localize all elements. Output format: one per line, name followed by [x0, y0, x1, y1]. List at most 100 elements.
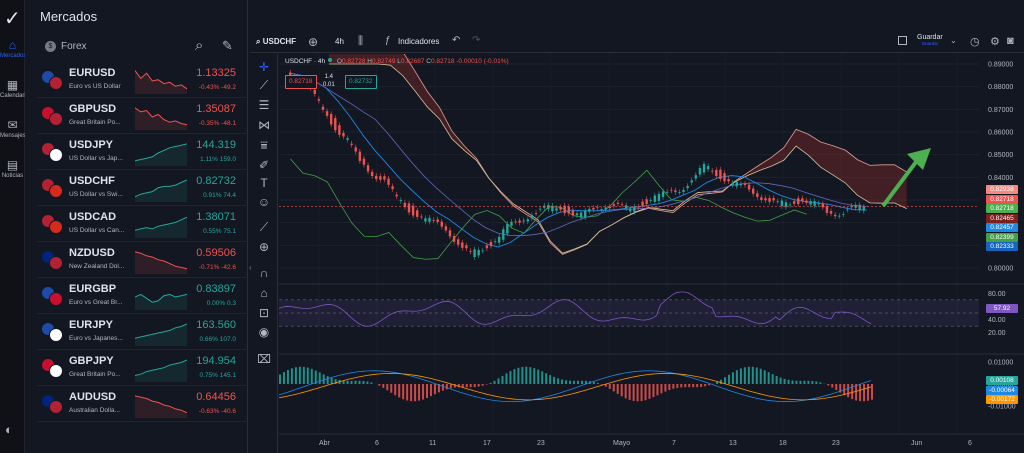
edit-icon[interactable]: ✎ [222, 38, 233, 53]
macd-histogram-bar [541, 371, 544, 384]
price-tag: 0.82399 [986, 232, 1018, 242]
brush-icon[interactable]: ✐ [258, 158, 270, 172]
candle-body [678, 192, 681, 193]
fib-retracement-icon[interactable]: ⩸ [260, 138, 268, 152]
spread-value: 1.4 0.01 [323, 74, 335, 88]
macd-histogram-bar [700, 384, 703, 387]
crosshair-icon[interactable]: ✛ [258, 60, 270, 74]
alert-clock-icon[interactable]: ◷ [970, 36, 980, 48]
emoji-icon[interactable]: ☺ [257, 195, 271, 209]
nav-item-mercados[interactable]: ⌂ Mercados [0, 38, 27, 59]
candle-body [420, 216, 423, 218]
price-tick-label: 0.85000 [988, 152, 1013, 159]
watchlist-row-usdchf[interactable]: USDCHF US Dollar vs Swi... 0.82732 0.91% 74… [37, 170, 248, 206]
macd-histogram-bar [489, 382, 492, 384]
watchlist-row-audusd[interactable]: AUDUSD Australian Dolla... 0.64456 -0.63% -… [37, 386, 248, 422]
pitchfork-icon[interactable]: ⋈ [258, 118, 270, 132]
undo-icon[interactable]: ↶ [452, 35, 461, 46]
macd-histogram-bar [751, 366, 754, 384]
rsi-tick-label: 20.00 [988, 330, 1006, 337]
candle-body [731, 182, 734, 185]
macd-signal-line [279, 373, 872, 401]
watchlist-row-eurjpy[interactable]: EURJPY Euro vs Japanes... 163.560 0.66% 107… [37, 314, 248, 350]
brand-logo-icon: ✓ [4, 8, 21, 30]
symbol-change: 1.11% 159.0 [199, 156, 236, 163]
candle-body [649, 200, 652, 201]
macd-histogram-bar [692, 384, 695, 388]
sparkline-area [135, 251, 187, 274]
symbol-description: Euro vs Great Br... [69, 299, 123, 306]
candle-body [444, 226, 448, 231]
candle-body [387, 178, 390, 185]
settings-gear-icon[interactable]: ⚙ [990, 36, 1000, 48]
redo-icon[interactable]: ↷ [472, 35, 481, 46]
buy-button[interactable]: 0.82732 [345, 75, 377, 89]
layout-icon[interactable] [898, 36, 907, 45]
search-icon[interactable]: ⌕ [195, 37, 204, 54]
camera-icon[interactable]: ◙ [1007, 35, 1014, 47]
trash-icon[interactable]: ⌧ [257, 352, 271, 366]
theme-toggle-icon[interactable]: ◐ [5, 422, 13, 437]
watchlist-row-eurgbp[interactable]: EURGBP Euro vs Great Br... 0.83897 0.00% 0.… [37, 278, 248, 314]
nav-item-mensajes[interactable]: ✉ Mensajes [0, 118, 26, 139]
chart-canvas[interactable]: 0.89000 0.88000 0.87000 0.86000 0.85000 0.840… [279, 54, 1024, 453]
price-tick-label: 0.89000 [988, 62, 1013, 69]
save-button[interactable]: Guardar Guardar [917, 34, 943, 46]
sell-button[interactable]: 0.82718 [285, 75, 317, 89]
macd-histogram-bar [664, 384, 667, 392]
candle-body [641, 201, 644, 206]
text-tool-icon[interactable]: T [260, 176, 268, 190]
chart-area[interactable]: 0.89000 0.88000 0.87000 0.86000 0.85000 0.840… [279, 54, 1024, 453]
news-icon: ▤ [6, 158, 19, 172]
candle-body [379, 176, 382, 180]
macd-histogram-bar [477, 384, 480, 387]
watchlist-row-usdcad[interactable]: USDCAD US Dollar vs Can... 1.38071 0.55% 75… [37, 206, 248, 242]
macd-histogram-bar [871, 384, 873, 400]
candle-body [432, 220, 435, 221]
currency-flags-icon [41, 214, 63, 234]
watchlist-row-gbpjpy[interactable]: GBPJPY Great Britain Po... 194.954 0.75% 14… [37, 350, 248, 386]
candle-body [502, 229, 505, 240]
macd-histogram-bar [584, 380, 587, 384]
trendline-icon[interactable]: ⟋ [259, 78, 269, 92]
candle-body [686, 185, 689, 189]
macd-histogram-bar [398, 384, 401, 398]
time-tick-label: 6 [968, 440, 972, 447]
sparkline-area [135, 395, 187, 418]
timeframe-button[interactable]: 4h [335, 37, 344, 46]
symbol-price: 0.59506 [196, 247, 236, 259]
indicators-button[interactable]: Indicadores [398, 37, 440, 46]
candle-body [690, 180, 693, 183]
rsi-value-tag: 57.92 [986, 303, 1018, 313]
candle-type-icon[interactable]: ⫼ [358, 35, 364, 47]
symbol-search-button[interactable]: ⌕ USDCHF [256, 37, 297, 46]
lock-drawing-icon[interactable]: ⌂ [260, 286, 268, 300]
candle-body [735, 181, 738, 187]
macd-histogram-bar [819, 382, 822, 384]
candle-body [571, 210, 575, 216]
zoom-in-icon[interactable]: ⊕ [258, 240, 270, 254]
watchlist-row-nzdusd[interactable]: NZDUSD New Zealand Dol... 0.59506 -0.71% -4… [37, 242, 248, 278]
indicators-icon[interactable]: ƒ [385, 35, 391, 46]
candle-body [559, 207, 562, 210]
collapse-handle-icon[interactable]: ‹ [249, 263, 252, 272]
macd-histogram-bar [747, 366, 750, 384]
macd-histogram-bar [636, 384, 639, 402]
horizontal-lines-icon[interactable]: ☰ [258, 98, 270, 112]
eye-icon[interactable]: ◉ [258, 325, 270, 339]
magnet-icon[interactable]: ∩ [259, 266, 269, 280]
watchlist-row-gbpusd[interactable]: GBPUSD Great Britain Po... 1.35087 -0.35% -… [37, 98, 248, 134]
watchlist-row-usdjpy[interactable]: USDJPY US Dollar vs Jap... 144.319 1.11% 15… [37, 134, 248, 170]
category-label[interactable]: Forex [61, 41, 87, 52]
quote-flag-icon [49, 76, 63, 90]
chevron-down-icon[interactable]: ⌄ [950, 36, 957, 45]
nav-item-calendario[interactable]: ▦ Calendario [0, 78, 30, 99]
macd-histogram-bar [318, 372, 321, 384]
price-tick-label: 0.84000 [988, 175, 1013, 182]
compare-add-icon[interactable]: ⊕ [308, 35, 319, 49]
ruler-icon[interactable]: ⟋ [259, 220, 269, 234]
candle-body [715, 169, 718, 177]
nav-item-noticias[interactable]: ▤ Noticias [1, 158, 24, 179]
lock-icon[interactable]: ⊡ [258, 306, 270, 320]
watchlist-row-eurusd[interactable]: EURUSD Euro vs US Dollar 1.13325 -0.43% -49… [37, 62, 248, 98]
